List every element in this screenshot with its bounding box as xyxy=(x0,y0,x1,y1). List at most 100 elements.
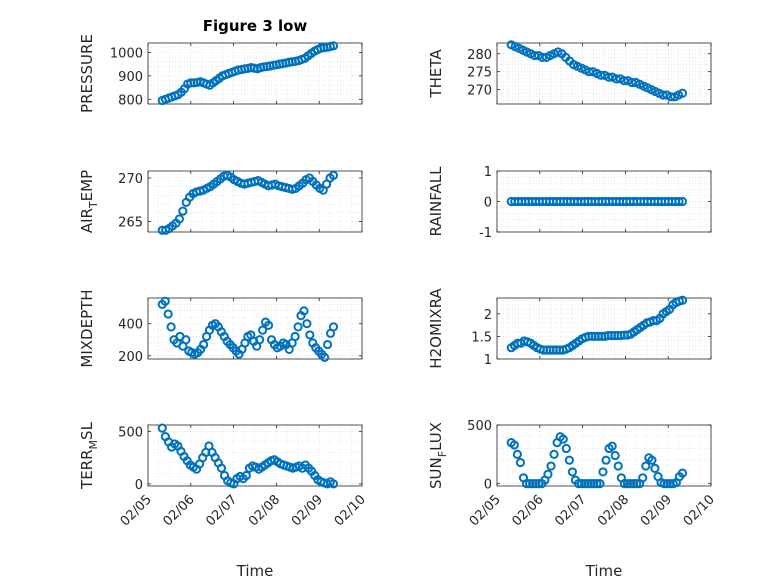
chart-7-point xyxy=(586,479,596,489)
chart-5-axes-box xyxy=(496,297,712,360)
chart-1-point xyxy=(677,88,688,98)
chart-4-point xyxy=(160,296,170,306)
chart-0-point xyxy=(328,41,339,51)
chart-7-point xyxy=(589,479,599,489)
chart-7-xtick-label: 02/05 xyxy=(467,492,504,529)
chart-4-ytick-label: 200 xyxy=(118,350,143,365)
chart-6-ytick-label: 500 xyxy=(118,425,143,440)
chart-3-ytick-label: 0 xyxy=(484,196,492,211)
chart-3-point xyxy=(674,196,684,207)
chart-7-point xyxy=(528,479,538,489)
chart-7-point xyxy=(647,455,657,465)
chart-0-title: Figure 3 low xyxy=(203,17,308,35)
chart-7-sun-flux: 0 500 02/05 02/06 02/07 02/08 02/09 02/10 SUNFLU… xyxy=(427,419,718,580)
chart-7-point xyxy=(573,479,584,489)
chart-5-h2omixra: 1 1.5 2 H2OMIXRA xyxy=(427,288,712,369)
chart-7-xtick-label: 02/07 xyxy=(552,492,589,529)
chart-7-point xyxy=(525,479,535,489)
chart-7-point xyxy=(638,473,648,483)
chart-2-ytick-label: 265 xyxy=(118,216,143,231)
chart-6-xtick-label: 02/07 xyxy=(203,492,240,529)
chart-0-ytick-label: 1000 xyxy=(110,46,143,61)
chart-7-point xyxy=(509,440,519,450)
chart-4-point xyxy=(320,352,330,362)
chart-2-point xyxy=(178,206,188,216)
chart-6-axes-box xyxy=(147,424,363,487)
chart-7-point xyxy=(625,479,636,489)
chart-4-axes-box xyxy=(147,297,363,360)
chart-6-point xyxy=(157,423,167,433)
chart-7-point xyxy=(549,449,559,459)
chart-7-point xyxy=(561,443,571,454)
chart-6-point xyxy=(216,463,227,473)
chart-7-axes-box xyxy=(496,424,712,487)
chart-7-point xyxy=(543,469,553,479)
chart-7-point xyxy=(641,461,651,471)
chart-7-xtick-label: 02/09 xyxy=(638,492,675,529)
chart-6-xlabel: Time xyxy=(236,562,274,580)
chart-3-ytick-label: 1 xyxy=(484,165,492,180)
chart-7-point xyxy=(677,468,688,478)
chart-6-xtick-label: 02/08 xyxy=(246,492,283,529)
chart-7-ytick-label: 0 xyxy=(484,478,492,493)
chart-5-ytick-label: 1.5 xyxy=(471,330,492,345)
chart-4-point xyxy=(328,322,339,332)
chart-4-point xyxy=(163,309,173,319)
chart-7-point xyxy=(595,479,605,489)
chart-7-xtick-label: 02/10 xyxy=(681,492,718,529)
chart-7-xtick-label: 02/06 xyxy=(510,492,547,529)
chart-5-ylabel: H2OMIXRA xyxy=(427,288,445,369)
chart-4-ytick-label: 400 xyxy=(118,318,143,333)
chart-6-ytick-label: 0 xyxy=(135,478,143,493)
chart-4-point xyxy=(166,322,176,332)
chart-7-point xyxy=(601,455,611,465)
chart-4-point xyxy=(198,339,209,350)
chart-7-point xyxy=(628,479,639,489)
chart-2-point xyxy=(174,214,184,224)
chart-7-ylabel: SUNFLUX xyxy=(427,422,449,489)
chart-1-ytick-label: 270 xyxy=(467,84,492,99)
chart-2-air-temp: 265 270 AIRTEMP xyxy=(78,170,363,235)
chart-7-point xyxy=(592,479,602,489)
chart-4-point xyxy=(290,331,300,342)
chart-7-point xyxy=(659,479,669,489)
chart-1-ytick-label: 275 xyxy=(467,66,492,81)
chart-4-mixdepth: 200 400 MIXDEPTH xyxy=(78,289,363,368)
chart-3-ytick-label: -1 xyxy=(479,226,492,241)
chart-7-point xyxy=(622,479,633,489)
chart-5-point xyxy=(677,295,688,305)
chart-1-axes-box xyxy=(496,42,712,105)
chart-7-point xyxy=(598,467,608,477)
chart-7-point xyxy=(521,479,532,489)
chart-4-point xyxy=(322,339,333,350)
chart-7-point xyxy=(546,461,556,471)
chart-4-point xyxy=(305,330,315,340)
chart-6-xtick-label: 02/05 xyxy=(118,492,155,529)
chart-4-point xyxy=(181,335,191,345)
chart-2-point xyxy=(328,170,339,180)
chart-0-ytick-label: 900 xyxy=(118,70,143,85)
chart-7-point xyxy=(583,479,593,489)
chart-7-xtick-label: 02/08 xyxy=(595,492,632,529)
chart-1-ytick-label: 280 xyxy=(467,48,492,63)
chart-6-point xyxy=(328,479,339,489)
chart-7-point xyxy=(531,479,541,489)
chart-7-point xyxy=(580,479,590,489)
chart-1-theta: 270 275 280 THETA xyxy=(427,40,712,105)
chart-7-point xyxy=(650,463,660,474)
chart-7-point xyxy=(576,479,587,489)
chart-5-ytick-label: 1 xyxy=(484,353,492,368)
chart-2-ylabel: AIRTEMP xyxy=(78,170,100,233)
chart-7-xlabel: Time xyxy=(585,562,623,580)
chart-7-point xyxy=(558,434,568,444)
chart-1-ylabel: THETA xyxy=(427,49,445,99)
chart-7-point xyxy=(610,450,620,461)
chart-6-terr-msl: 0 500 02/05 02/06 02/07 02/08 02/09 02/10 TERRMS… xyxy=(78,421,369,580)
chart-0-ytick-label: 800 xyxy=(118,93,143,108)
chart-7-point xyxy=(619,479,629,489)
chart-4-point xyxy=(293,322,303,332)
chart-6-ylabel: TERRMSL xyxy=(78,421,100,490)
chart-2-axes-box xyxy=(147,170,363,233)
chart-0-ylabel: PRESSURE xyxy=(78,34,96,113)
